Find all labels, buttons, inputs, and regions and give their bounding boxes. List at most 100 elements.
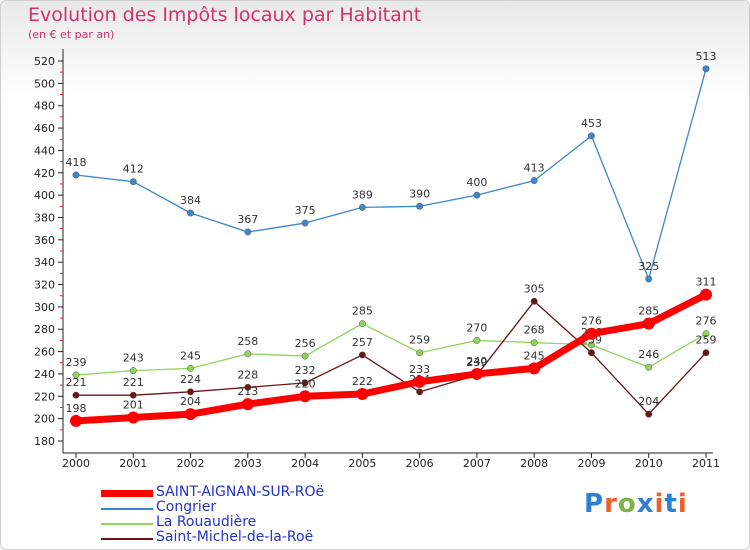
data-point — [702, 65, 710, 73]
data-label: 257 — [352, 336, 373, 349]
data-point — [473, 336, 481, 344]
data-point — [129, 391, 137, 399]
logo-letter: x — [636, 489, 655, 519]
data-point — [585, 327, 598, 340]
data-point — [241, 398, 254, 411]
y-tick-label: 500 — [34, 77, 55, 90]
data-label: 232 — [295, 364, 316, 377]
data-label: 201 — [123, 399, 144, 412]
x-tick-label: 2008 — [520, 457, 548, 470]
data-point — [530, 297, 538, 305]
data-point — [301, 379, 309, 387]
data-point — [588, 341, 595, 349]
data-point — [416, 202, 424, 210]
series-line-3 — [75, 300, 707, 415]
data-point — [72, 371, 80, 379]
data-label: 224 — [180, 373, 201, 386]
data-point — [244, 228, 252, 236]
data-label: 325 — [638, 260, 659, 273]
data-label: 256 — [295, 337, 316, 350]
data-label: 245 — [180, 349, 201, 362]
data-label: 246 — [638, 348, 659, 361]
x-tick-label: 2010 — [635, 457, 663, 470]
data-label: 389 — [352, 188, 373, 201]
data-label: 259 — [409, 334, 430, 347]
data-point — [588, 132, 595, 140]
logo-letter: t — [664, 489, 678, 519]
legend-swatch — [101, 508, 153, 510]
x-tick-label: 2005 — [348, 457, 376, 470]
y-tick-label: 280 — [34, 323, 55, 336]
data-label: 453 — [581, 117, 602, 130]
data-point — [127, 411, 140, 424]
data-label: 198 — [66, 402, 87, 415]
data-label: 204 — [638, 395, 659, 408]
data-label: 390 — [409, 187, 430, 200]
data-label: 221 — [66, 376, 87, 389]
series-line-0 — [72, 291, 710, 425]
data-label: 412 — [123, 163, 144, 176]
data-label: 276 — [581, 315, 602, 328]
logo-letter: o — [617, 489, 637, 519]
data-point — [72, 391, 80, 399]
y-tick-label: 200 — [34, 413, 55, 426]
y-tick-label: 420 — [34, 167, 55, 180]
data-label: 222 — [352, 375, 373, 388]
data-point — [187, 364, 194, 372]
data-label: 258 — [237, 335, 258, 348]
x-tick-label: 2004 — [291, 457, 319, 470]
y-tick-label: 220 — [34, 390, 55, 403]
legend-label: Saint-Michel-de-la-Roë — [156, 529, 314, 545]
x-tick-label: 2011 — [692, 457, 720, 470]
data-point — [129, 367, 137, 375]
y-tick-label: 520 — [34, 55, 55, 68]
data-label: 311 — [696, 276, 717, 289]
data-point — [244, 383, 252, 391]
y-tick-label: 340 — [34, 256, 55, 269]
data-point — [358, 351, 366, 359]
data-label: 305 — [524, 282, 545, 295]
data-label: 285 — [352, 305, 373, 318]
data-point — [642, 317, 655, 330]
data-label: 367 — [237, 213, 258, 226]
y-tick-label: 360 — [34, 234, 55, 247]
data-label: 228 — [237, 368, 258, 381]
data-point — [72, 171, 80, 179]
data-label: 221 — [123, 376, 144, 389]
y-tick-label: 480 — [34, 100, 55, 113]
legend-swatch — [101, 523, 153, 525]
data-label: 270 — [466, 321, 487, 334]
y-tick-label: 240 — [34, 368, 55, 381]
data-label: 239 — [66, 356, 87, 369]
data-point — [184, 408, 197, 421]
data-point — [413, 375, 426, 388]
data-point — [416, 388, 424, 396]
y-tick-label: 400 — [34, 189, 55, 202]
y-tick-label: 440 — [34, 144, 55, 157]
y-tick-label: 260 — [34, 346, 55, 359]
legend-label: SAINT-AIGNAN-SUR-ROë — [156, 484, 325, 500]
chart-title: Evolution des Impôts locaux par Habitant — [28, 4, 422, 26]
data-point — [299, 390, 312, 403]
data-label: 240 — [466, 355, 487, 368]
data-label: 418 — [66, 156, 87, 169]
data-point — [702, 330, 710, 338]
x-tick-label: 2007 — [463, 457, 491, 470]
data-point — [645, 275, 653, 283]
chart-subtitle: (en € et par an) — [28, 28, 115, 41]
data-label: 204 — [180, 395, 201, 408]
legend-swatch — [101, 490, 153, 497]
logo-letter: r — [604, 489, 618, 519]
data-point — [244, 350, 252, 358]
x-tick-label: 2009 — [577, 457, 605, 470]
data-label: 384 — [180, 194, 201, 207]
series-line-2 — [75, 322, 707, 376]
data-point — [645, 363, 653, 371]
data-label: 243 — [123, 352, 144, 365]
logo-letter: P — [584, 489, 605, 519]
data-label: 268 — [524, 324, 545, 337]
data-point — [530, 339, 538, 347]
legend-label: La Rouaudière — [156, 514, 257, 530]
x-tick-label: 2003 — [234, 457, 262, 470]
data-label: 239 — [466, 356, 487, 369]
